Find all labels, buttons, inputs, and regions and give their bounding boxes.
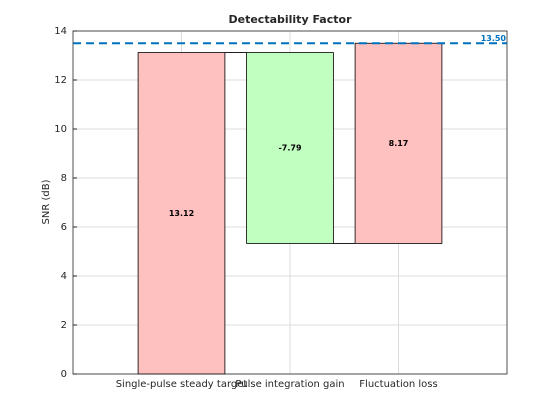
y-axis-label: SNR (dB): [41, 179, 52, 224]
y-tick-label: 6: [61, 222, 67, 233]
data-label: 8.17: [389, 139, 409, 148]
y-tick-label: 12: [54, 75, 67, 86]
x-tick-label: Pulse integration gain: [235, 379, 344, 390]
data-label: -7.79: [278, 143, 301, 152]
x-tick-label: Single-pulse steady target: [116, 379, 248, 390]
axes-box: [72, 30, 508, 375]
y-tick-label: 4: [61, 271, 67, 282]
bar: [246, 52, 334, 244]
y-tick-label: 10: [54, 124, 67, 135]
y-tick-label: 2: [61, 320, 67, 331]
y-tick-label: 8: [61, 173, 67, 184]
reference-label: 13.50: [481, 34, 507, 43]
x-tick-label: Fluctuation loss: [359, 379, 437, 390]
y-tick-label: 14: [54, 26, 67, 37]
chart-title: Detectability Factor: [228, 13, 352, 26]
y-tick-label: 0: [61, 369, 67, 380]
data-label: 13.12: [169, 209, 194, 218]
bar: [354, 42, 443, 244]
